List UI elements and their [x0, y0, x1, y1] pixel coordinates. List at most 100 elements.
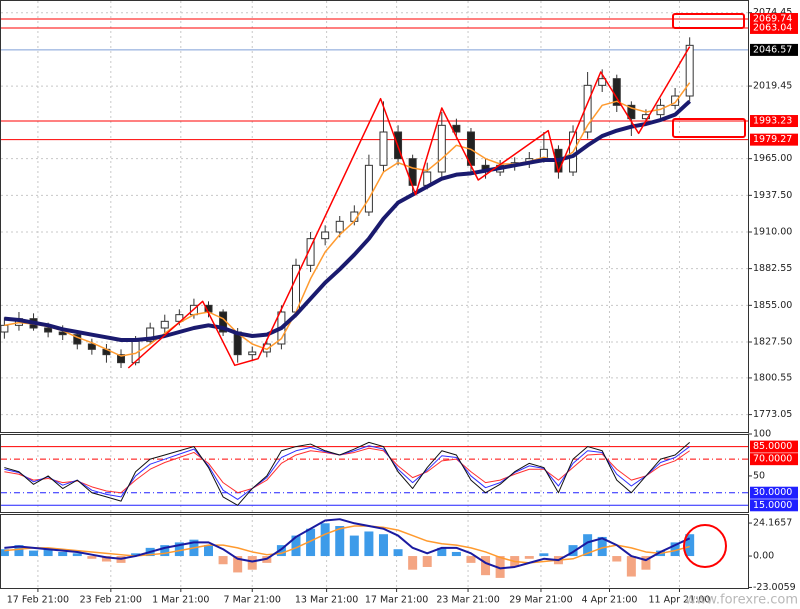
histogram-bar: [524, 556, 534, 559]
histogram-bar: [335, 526, 345, 557]
price-label-box: [750, 115, 798, 128]
histogram-bar: [58, 551, 68, 557]
level-label: 85.0000: [753, 441, 792, 452]
histogram-bar: [14, 545, 24, 557]
candle-body: [58, 331, 67, 336]
y-tick-label: 0.00: [753, 551, 774, 562]
histogram-bar: [612, 556, 622, 562]
y-tick-label: 24.1657: [753, 518, 792, 529]
candle-body: [306, 238, 315, 266]
candle-body: [321, 231, 330, 240]
candle-body: [335, 220, 344, 233]
histogram-bar: [364, 531, 374, 557]
histogram-bar: [626, 556, 636, 577]
macd-frame: [0, 514, 749, 589]
candle-body: [437, 124, 446, 173]
moving-average: [4, 99, 692, 342]
annotation-circle: [683, 524, 727, 568]
annotation-box: [672, 118, 746, 138]
candle-body: [364, 164, 373, 213]
candle-body: [685, 44, 694, 97]
oscillator-line: [4, 441, 691, 506]
x-tick-label: 11 Apr 21:00: [648, 595, 710, 606]
price-label-box: [750, 133, 798, 146]
histogram-bar: [320, 523, 330, 557]
candle-body: [598, 78, 607, 86]
candle-body: [146, 327, 155, 342]
candle-body: [641, 114, 650, 120]
histogram-bar: [218, 556, 228, 565]
histogram-bar: [233, 556, 243, 573]
histogram-bar: [583, 534, 593, 557]
candle-body: [248, 351, 257, 356]
candle-body: [671, 95, 680, 106]
y-tick-label: 2019.45: [753, 81, 792, 92]
candle-body: [627, 104, 636, 120]
candle-body: [160, 320, 169, 329]
x-tick-label: 7 Mar 21:00: [224, 595, 281, 606]
level-label-box: [750, 486, 798, 499]
zigzag-line: [127, 46, 691, 369]
histogram-bar: [466, 556, 476, 563]
histogram-bar: [29, 550, 39, 557]
histogram-bar: [393, 549, 403, 557]
histogram-bar: [291, 535, 301, 557]
histogram-bar: [437, 547, 447, 557]
histogram-bar: [72, 553, 82, 557]
histogram-bar: [568, 545, 578, 557]
y-tick-label: 2074.45: [753, 7, 792, 18]
x-tick-label: 1 Mar 21:00: [152, 595, 209, 606]
histogram-bar: [539, 553, 549, 557]
y-tick-label: 1855.00: [753, 300, 792, 311]
x-tick-label: 23 Feb 21:00: [80, 595, 142, 606]
price-label-box: [750, 13, 798, 26]
histogram-bar: [349, 535, 359, 557]
price-label: 2069.74: [753, 14, 792, 25]
histogram-bar: [276, 545, 286, 557]
level-label-box: [750, 499, 798, 512]
histogram-bar: [378, 534, 388, 557]
price-label-box: [750, 43, 798, 56]
x-tick-label: 29 Mar 21:00: [509, 595, 572, 606]
price-label: 1993.23: [753, 116, 792, 127]
watermark: www.forexre.com: [685, 593, 798, 608]
x-tick-label: 13 Mar 21:00: [295, 595, 358, 606]
y-tick-label: 1965.00: [753, 153, 792, 164]
histogram-bar: [641, 556, 651, 570]
histogram-bar: [87, 556, 97, 559]
candle-body: [87, 343, 96, 350]
histogram-bar: [174, 542, 184, 557]
oscillator-frame: [0, 434, 749, 513]
x-tick-label: 23 Mar 21:00: [436, 595, 499, 606]
candle-body: [583, 84, 592, 133]
annotation-box: [672, 13, 745, 29]
histogram-bar: [451, 551, 461, 557]
candle-body: [117, 354, 126, 364]
histogram-bar: [597, 536, 607, 557]
level-label: 70.0000: [753, 454, 792, 465]
candle-body: [379, 131, 388, 166]
candle-body: [44, 327, 53, 333]
histogram-bar: [247, 556, 257, 570]
histogram-bar: [422, 556, 432, 567]
y-tick-label: 1937.50: [753, 190, 792, 201]
histogram-bar: [481, 556, 491, 576]
x-tick-label: 17 Feb 21:00: [7, 595, 69, 606]
price-label-box: [750, 21, 798, 34]
oscillator-line: [4, 447, 690, 494]
y-tick-label: 1827.50: [753, 337, 792, 348]
histogram-bar: [204, 545, 214, 557]
y-tick-label: 50: [753, 470, 765, 481]
histogram-bar: [131, 553, 141, 557]
candle-body: [0, 324, 9, 333]
oscillator-line: [4, 445, 690, 500]
histogram-bar: [43, 547, 53, 557]
main-frame: [0, 0, 749, 433]
histogram-bar: [495, 556, 505, 578]
histogram-bar: [408, 556, 418, 570]
macd-line: [4, 525, 690, 564]
y-tick-label: -23.0059: [753, 582, 796, 593]
